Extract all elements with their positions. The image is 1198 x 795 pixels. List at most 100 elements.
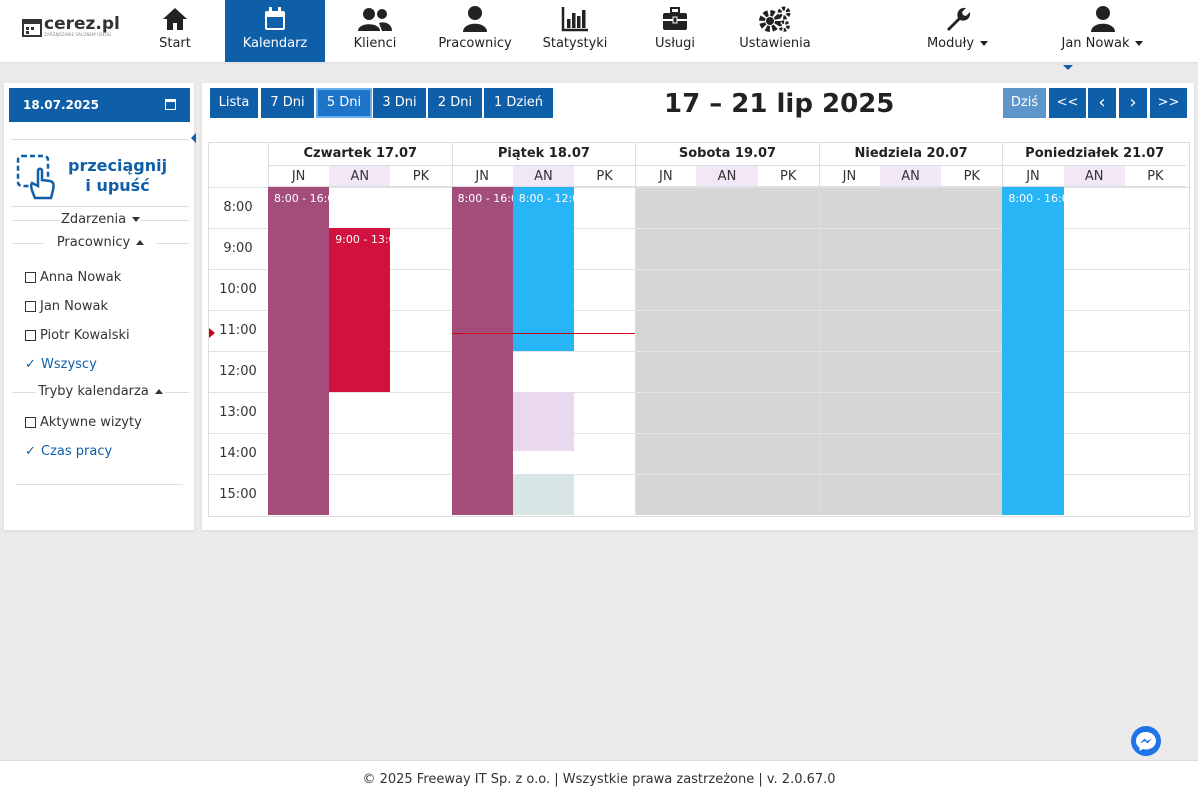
hour-label: 14:00 [219,446,257,461]
staff-column-header[interactable]: PK [941,165,1003,187]
drag-drop-line1: przeciągnij [68,156,168,175]
messenger-icon [1136,732,1156,751]
view-5-days-button[interactable]: 5 Dni [316,88,372,118]
staff-column-header[interactable]: JN [635,165,697,187]
nav-uslugi[interactable]: Usługi [640,0,710,62]
working-hours-block[interactable]: 9:00 - 13:00 [329,228,391,392]
staff-column-header[interactable]: JN [818,165,880,187]
footer: © 2025 Freeway IT Sp. z o.o. | Wszystkie… [0,760,1198,795]
collapse-sidebar-icon[interactable] [191,133,196,143]
caret-down-icon [132,217,141,222]
moduly-label: Moduły [926,36,975,51]
working-hours-block[interactable]: 8:00 - 12:00 [512,187,574,351]
nav-label: Statystyki [542,36,608,51]
checkbox-aktywne-wizyty[interactable]: Aktywne wizyty [25,415,142,430]
nav-ustawienia[interactable]: Ustawienia [730,0,820,62]
nav-label: Ustawienia [739,36,811,51]
staff-column-header[interactable]: AN [512,165,574,187]
caret-down-icon[interactable] [1063,65,1073,70]
staff-column-header[interactable]: AN [329,165,391,187]
checkbox-jan-nowak[interactable]: Jan Nowak [25,299,108,314]
divider [16,484,183,485]
view-lista-button[interactable]: Lista [210,88,258,118]
date-picker[interactable]: 18.07.2025 [9,88,190,122]
calendar-grid: 8:00 9:00 10:00 11:00 12:00 13:00 14:00 15:00 Cz… [208,142,1191,517]
caret-up-icon [136,240,145,245]
home-icon [163,8,187,30]
nav-moduly[interactable]: Moduły [915,0,1000,62]
hour-label: 11:00 [219,323,257,338]
mode-label: Aktywne wizyty [40,415,142,430]
prev-week-button[interactable]: << [1049,88,1086,118]
day-header[interactable]: Niedziela 20.07 [818,143,1003,165]
staff-column-header[interactable]: AN [1063,165,1125,187]
hour-gridline [209,433,1191,434]
view-7-days-button[interactable]: 7 Dni [261,88,314,118]
working-hours-block[interactable]: 8:00 - 16:00 [1002,187,1064,515]
modes-label: Tryby kalendarza [38,384,149,399]
today-button[interactable]: Dziś [1003,88,1046,118]
drag-drop-area[interactable]: przeciągnij i upuść [15,151,185,203]
view-3-days-button[interactable]: 3 Dni [373,88,426,118]
divider [11,139,189,140]
staff-column-header[interactable]: AN [696,165,758,187]
staff-column-header[interactable]: PK [390,165,452,187]
working-hours-block[interactable]: 8:00 - 16:00 [451,187,513,515]
day-header[interactable]: Poniedziałek 21.07 [1002,143,1186,165]
check-icon: ✓ [25,444,36,459]
messenger-chat-button[interactable] [1131,726,1161,756]
hour-label: 10:00 [219,282,257,297]
staff-column-header[interactable]: AN [880,165,942,187]
sidebar: 18.07.2025 przeciągnij i upuść Zdarzenia… [4,83,196,530]
next-week-button[interactable]: >> [1150,88,1187,118]
nav-pracownicy[interactable]: Pracownicy [430,0,520,62]
checkbox-icon [25,272,36,283]
modes-section-toggle[interactable]: Tryby kalendarza [12,384,189,399]
chevron-down-icon [1135,41,1144,46]
availability-slot [512,392,574,452]
day-header[interactable]: Piątek 18.07 [451,143,636,165]
check-icon: ✓ [25,357,36,372]
checkbox-icon [25,330,36,341]
staff-column-header[interactable]: PK [757,165,819,187]
all-label: Wszyscy [41,357,97,372]
nav-label: Start [159,36,191,51]
day-header[interactable]: Sobota 19.07 [635,143,819,165]
staff-column-header[interactable]: PK [574,165,636,187]
staff-column-header[interactable]: PK [1124,165,1186,187]
day-divider [635,143,637,515]
staff-column-header[interactable]: JN [1002,165,1064,187]
checkbox-piotr-kowalski[interactable]: Piotr Kowalski [25,328,130,343]
hour-label: 13:00 [219,405,257,420]
staff-column-header[interactable]: JN [451,165,513,187]
hour-gridline [209,392,1191,393]
logo[interactable]: cerez.pl ZARZĄDZANIE SALONEM USŁUG [22,16,120,37]
day-header[interactable]: Czwartek 17.07 [268,143,452,165]
hour-gridline [209,187,1191,188]
view-1-day-button[interactable]: 1 Dzień [484,88,553,118]
checkbox-anna-nowak[interactable]: Anna Nowak [25,270,121,285]
staff-column-header[interactable]: JN [268,165,330,187]
user-name: Jan Nowak [1061,36,1130,51]
logo-calendar-icon [22,18,42,37]
checkbox-wszyscy[interactable]: ✓ Wszyscy [25,357,97,372]
nav-klienci[interactable]: Klienci [335,0,415,62]
prev-button[interactable]: ‹ [1088,88,1116,118]
employees-section-toggle[interactable]: Pracownicy [12,235,189,250]
chevron-down-icon [980,41,989,46]
logo-text: cerez.pl [44,14,120,34]
nav-start[interactable]: Start [130,0,220,62]
selected-date: 18.07.2025 [23,98,99,112]
nav-statystyki[interactable]: Statystyki [540,0,610,62]
view-2-days-button[interactable]: 2 Dni [428,88,482,118]
top-navbar: cerez.pl ZARZĄDZANIE SALONEM USŁUG Start… [0,0,1198,62]
user-icon [463,6,487,32]
checkbox-icon [25,417,36,428]
checkbox-czas-pracy[interactable]: ✓ Czas pracy [25,444,112,459]
hour-gridline [209,474,1191,475]
nav-kalendarz[interactable]: Kalendarz [225,0,325,62]
events-section-toggle[interactable]: Zdarzenia [12,212,189,227]
working-hours-block[interactable]: 8:00 - 16:00 [268,187,330,515]
nav-user-menu[interactable]: Jan Nowak [1050,0,1155,62]
next-button[interactable]: › [1119,88,1147,118]
